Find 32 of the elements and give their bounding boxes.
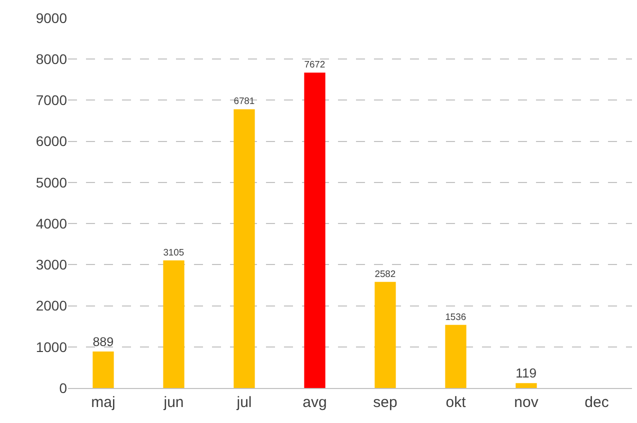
x-tick-label: jun — [162, 394, 184, 411]
bar — [304, 72, 326, 388]
bar — [445, 324, 466, 388]
x-tick-label: okt — [446, 394, 467, 411]
data-label: 889 — [92, 334, 114, 349]
y-tick-label: 3000 — [36, 256, 68, 273]
bar — [234, 109, 255, 388]
y-tick-label: 6000 — [36, 133, 68, 150]
x-tick-label: maj — [91, 394, 116, 411]
y-tick-label: 9000 — [36, 10, 68, 26]
y-tick-label: 0 — [59, 380, 68, 396]
bar — [516, 383, 537, 388]
x-tick-label: jul — [236, 394, 252, 411]
y-tick-label: 4000 — [36, 215, 68, 232]
bar — [92, 351, 114, 388]
y-tick-label: 5000 — [36, 174, 68, 190]
x-tick-label: dec — [584, 394, 610, 411]
bar — [163, 260, 184, 388]
y-tick-label: 7000 — [36, 92, 68, 108]
y-tick-label: 1000 — [36, 338, 68, 355]
bar — [374, 282, 396, 388]
y-tick-label: 2000 — [36, 298, 68, 314]
data-label: 7672 — [304, 58, 326, 70]
data-label: 3105 — [163, 246, 184, 258]
data-label: 119 — [516, 365, 537, 380]
data-label: 1536 — [445, 310, 466, 322]
x-tick-label: nov — [514, 394, 539, 411]
x-tick-label: avg — [302, 394, 327, 411]
data-label: 6781 — [234, 95, 255, 106]
y-tick-label: 8000 — [36, 51, 68, 68]
data-label: 2582 — [374, 268, 396, 279]
x-tick-label: sep — [373, 394, 398, 411]
